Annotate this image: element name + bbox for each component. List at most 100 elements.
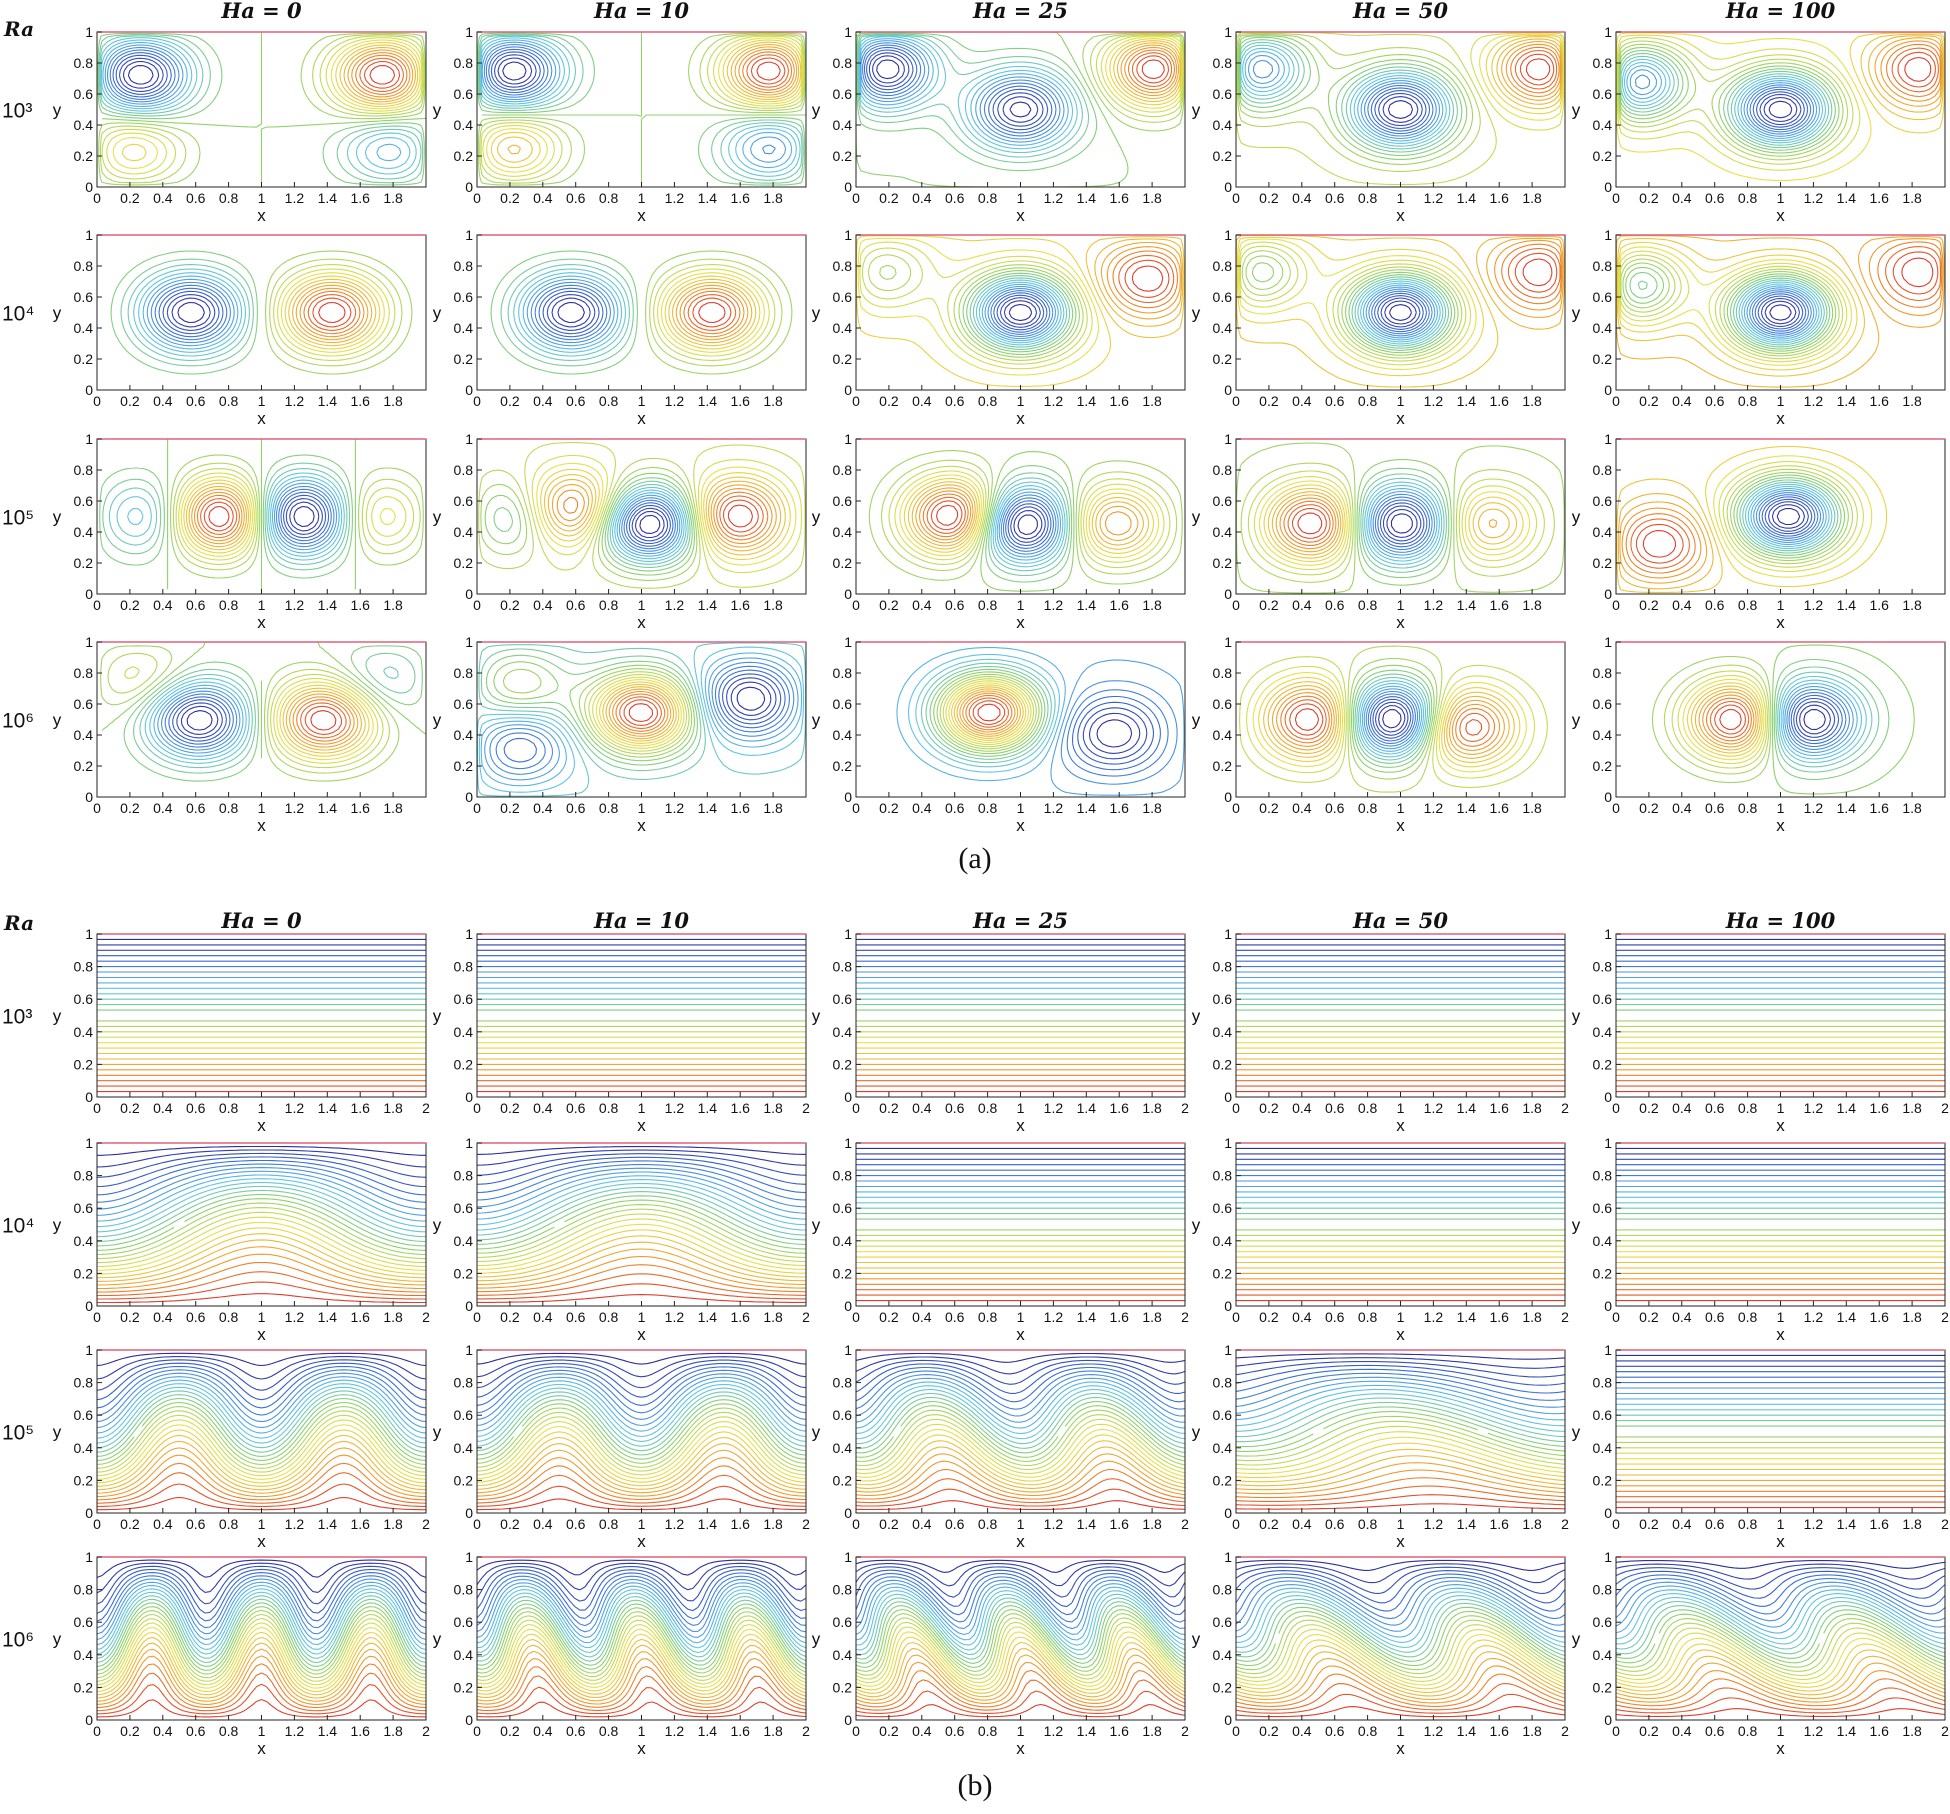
contour-line xyxy=(855,1385,1186,1435)
contour-line xyxy=(1615,1662,1946,1699)
contour-line xyxy=(476,1376,807,1427)
contour-line xyxy=(1615,1597,1946,1645)
contour-line xyxy=(1694,688,1759,751)
contour-line xyxy=(1705,697,1752,742)
x-tick-label: 1 xyxy=(1017,393,1025,409)
contour-line xyxy=(542,290,600,335)
x-tick-label: 0.8 xyxy=(978,1723,998,1739)
y-tick-label: 0.8 xyxy=(1593,1582,1613,1598)
contour-line xyxy=(199,498,238,535)
x-tick-label: 0.2 xyxy=(500,1100,520,1116)
contour-line xyxy=(1735,279,1825,346)
contour-line xyxy=(318,301,346,324)
x-tick-label: 0.2 xyxy=(500,800,520,816)
contour-line xyxy=(1619,254,1844,360)
contour-line xyxy=(96,1271,427,1297)
x-axis-label: x xyxy=(1776,1116,1785,1135)
contour-line xyxy=(102,42,402,162)
y-tick-label: 0.6 xyxy=(454,696,474,712)
y-tick-label: 1 xyxy=(465,24,473,40)
y-tick-label: 0.8 xyxy=(454,55,474,71)
contour-line xyxy=(1235,1485,1566,1502)
y-tick-label: 0.4 xyxy=(1593,117,1613,133)
x-tick-label: 0.6 xyxy=(1705,597,1725,613)
contour-line xyxy=(1116,42,1181,100)
contour-line xyxy=(1635,523,1684,564)
x-tick-label: 0.6 xyxy=(945,1516,965,1532)
contour-line xyxy=(978,281,1062,344)
y-axis-label: y xyxy=(812,1007,821,1026)
x-tick-label: 1.4 xyxy=(1837,190,1857,206)
x-tick-label: 1.2 xyxy=(1044,1100,1064,1116)
y-tick-label: 0.8 xyxy=(454,1582,474,1598)
contour-line xyxy=(1347,645,1443,793)
contour-line xyxy=(476,1443,807,1490)
x-tick-label: 1 xyxy=(258,393,266,409)
y-tick-label: 1 xyxy=(844,926,852,942)
contour-line xyxy=(1235,1619,1566,1675)
contour-line xyxy=(96,1207,427,1260)
y-tick-label: 0.6 xyxy=(1213,1407,1233,1423)
contour-line xyxy=(855,1579,1186,1630)
x-tick-label: 0.4 xyxy=(1672,597,1692,613)
row-label: 10³ xyxy=(2,99,32,122)
contour-line xyxy=(480,37,797,173)
contour-subplot: 0 0.2 0.4 0.6 0.8 1 1.2 1.4 1.6 1.800.20.40.60.81… xyxy=(1572,24,1946,225)
x-tick-label: 0.2 xyxy=(879,800,899,816)
contour-line xyxy=(1790,694,1843,745)
x-tick-label: 1.6 xyxy=(1489,1723,1509,1739)
contour-line xyxy=(1374,89,1427,130)
contour-line xyxy=(1005,500,1052,549)
contour-line xyxy=(679,287,745,338)
contour-line xyxy=(1008,303,1033,322)
x-tick-label: 0.6 xyxy=(186,597,206,613)
x-tick-label: 0.4 xyxy=(153,190,173,206)
x-tick-label: 0 xyxy=(1232,1723,1240,1739)
contour-line xyxy=(507,264,630,361)
y-tick-label: 0.4 xyxy=(1213,727,1233,743)
contour-line xyxy=(1771,504,1806,529)
y-tick-label: 0.4 xyxy=(74,727,94,743)
contour-line xyxy=(176,702,223,739)
contour-line xyxy=(1356,459,1452,586)
y-axis-label: y xyxy=(1192,1007,1201,1026)
contour-line xyxy=(96,1159,427,1196)
contour-line xyxy=(96,1419,427,1477)
x-tick-label: 0.4 xyxy=(533,393,553,409)
contour-line xyxy=(1690,685,1761,754)
contour-line xyxy=(1618,46,1840,154)
contour-line xyxy=(657,268,770,357)
x-tick-label: 0.4 xyxy=(1672,1309,1692,1325)
contour-line xyxy=(1085,236,1185,339)
contour-line xyxy=(1382,96,1419,123)
contour-subplot: 0 0.2 0.4 0.6 0.8 1 1.2 1.4 1.6 1.8 200.20.40.60.8… xyxy=(53,926,430,1135)
y-axis-label: y xyxy=(1192,1216,1201,1235)
contour-line xyxy=(289,693,359,748)
contour-line xyxy=(127,476,343,557)
y-tick-label: 0 xyxy=(1604,1505,1612,1521)
contour-line xyxy=(1235,1657,1566,1701)
x-tick-label: 1.4 xyxy=(1837,1100,1857,1116)
x-tick-label: 1.6 xyxy=(1489,1516,1509,1532)
column-header: Ha = 50 xyxy=(1352,908,1448,933)
contour-line xyxy=(1368,488,1438,559)
contour-line xyxy=(896,647,1066,782)
x-tick-label: 0 xyxy=(93,1309,101,1325)
contour-line xyxy=(911,484,1144,547)
contour-line xyxy=(97,1293,426,1304)
y-tick-label: 0.6 xyxy=(833,1200,853,1216)
contour-line xyxy=(1367,693,1416,745)
contour-line xyxy=(476,1628,807,1688)
contour-line xyxy=(96,1631,427,1693)
contour-line xyxy=(534,284,608,341)
contour-line xyxy=(1615,1655,1946,1696)
x-tick-label: 0.4 xyxy=(1292,393,1312,409)
y-tick-label: 0.4 xyxy=(74,320,94,336)
contour-line xyxy=(476,1436,807,1487)
contour-line xyxy=(96,1356,427,1380)
y-tick-label: 0.8 xyxy=(74,959,94,975)
contour-line xyxy=(1755,492,1822,541)
row-label: 10⁵ xyxy=(2,506,34,529)
contour-line xyxy=(154,284,228,341)
